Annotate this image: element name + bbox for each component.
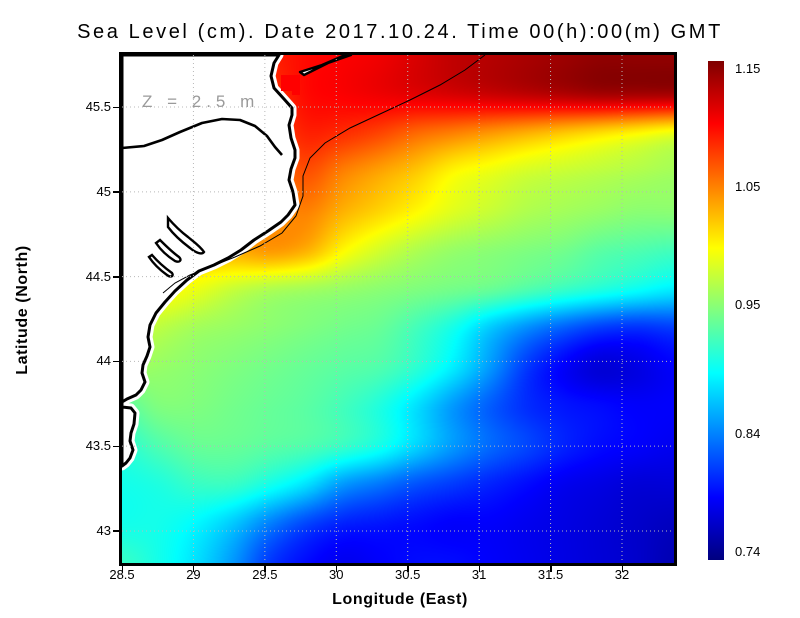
sand-spit [298, 55, 353, 77]
x-axis-label: Longitude (East) [332, 591, 468, 608]
y-tick-mark [113, 191, 119, 193]
x-tick-mark [192, 566, 195, 572]
x-tick-label: 31 [471, 567, 487, 582]
chart-title: Sea Level (cm). Date 2017.10.24. Time 00… [77, 21, 723, 43]
x-tick-mark [121, 566, 123, 572]
map-gridlines [122, 55, 674, 563]
depth-annotation: Z = 2.5 m [142, 92, 260, 111]
colorbar-tick-label: 0.74 [735, 543, 761, 559]
colorbar [708, 61, 724, 560]
colorbar-tick-label: 0.95 [735, 296, 761, 312]
y-axis-label: Latitude (North) [14, 245, 31, 375]
coastline [122, 55, 297, 468]
estuary-water-patch [281, 75, 300, 95]
x-tick-label: 30.5 [395, 567, 421, 582]
x-tick-label: 29.5 [252, 567, 278, 582]
plot-frame [119, 52, 677, 566]
x-tick-mark [407, 566, 409, 572]
y-tick-label: 45 [96, 183, 111, 199]
y-tick-label: 44 [96, 353, 111, 369]
lagoon-outline-a [166, 214, 206, 255]
y-tick-label: 43 [96, 522, 111, 538]
y-tick-label: 44.5 [85, 268, 111, 284]
y-tick-mark [113, 106, 119, 109]
x-tick-label: 31.5 [537, 567, 564, 582]
x-tick-label: 32 [614, 567, 630, 582]
y-tick-mark [113, 445, 119, 448]
x-tick-label: 29 [186, 567, 201, 582]
y-tick-mark [113, 360, 119, 363]
colorbar-tick-label: 1.05 [735, 178, 761, 194]
x-tick-mark [550, 566, 552, 572]
x-tick-mark [478, 566, 481, 572]
y-tick-mark [113, 530, 119, 532]
y-tick-mark [113, 276, 119, 278]
coastline-overlay [122, 55, 674, 563]
x-tick-mark [264, 566, 266, 572]
lagoon-outline-c [147, 253, 174, 278]
lagoon-outline-b [154, 238, 182, 263]
y-tick-label: 45.5 [85, 99, 111, 115]
x-tick-mark [621, 566, 623, 572]
inland-border-line [122, 117, 283, 156]
colorbar-tick-label: 1.15 [735, 61, 761, 77]
x-tick-label: 30 [329, 567, 344, 582]
x-tick-mark [335, 566, 338, 572]
colorbar-tick-label: 0.84 [735, 426, 761, 442]
y-tick-label: 43.5 [85, 438, 111, 454]
sea-level-contour-line [162, 55, 486, 294]
x-tick-label: 28.5 [109, 567, 135, 582]
